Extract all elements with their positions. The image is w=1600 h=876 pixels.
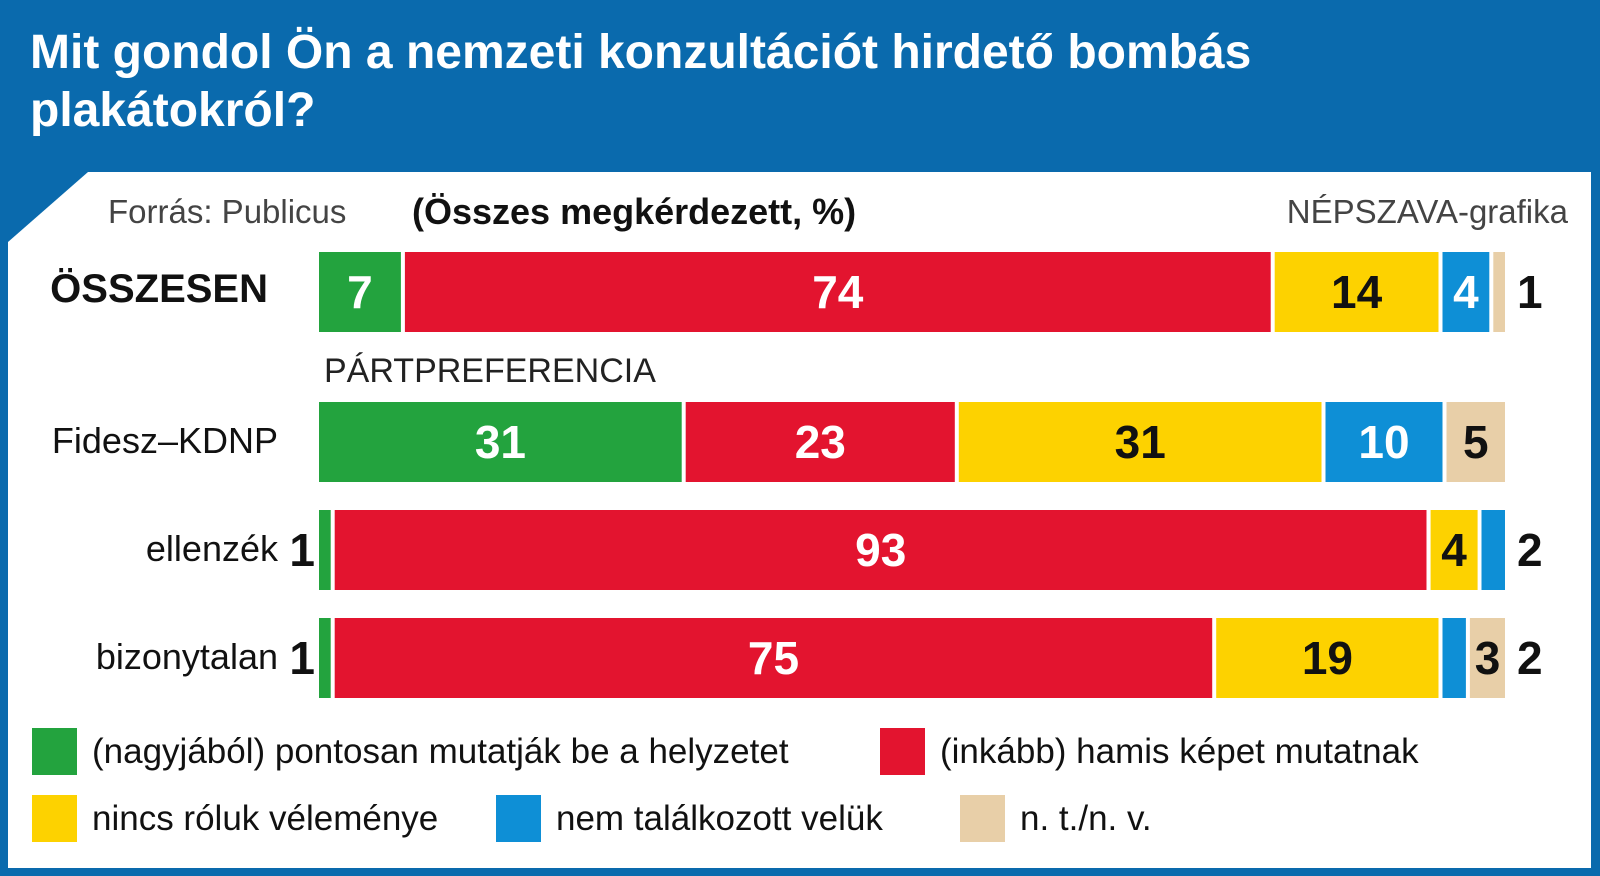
legend-swatch [32, 795, 77, 842]
bar-segment [1442, 252, 1490, 332]
source-note: Forrás: Publicus [108, 193, 347, 230]
bar-value-label: 1 [1517, 266, 1543, 318]
header-notch [8, 172, 88, 242]
bar-segment [958, 402, 1322, 482]
bar-value-label: 31 [1115, 416, 1166, 468]
chart-title: Mit gondol Ön a nemzeti konzultációt hir… [30, 26, 1252, 137]
unit-note: (Összes megkérdezett, %) [412, 191, 857, 232]
bar-segment [334, 618, 1213, 698]
row-label: Fidesz–KDNP [51, 419, 278, 461]
row-label: bizonytalan [95, 635, 278, 677]
legend-swatch [960, 795, 1005, 842]
bar-value-label: 93 [855, 524, 906, 576]
bar-segment [404, 252, 1271, 332]
bar-segment [1469, 618, 1505, 698]
legend-label: nincs róluk véleménye [92, 799, 439, 838]
bar-value-label: 3 [1475, 632, 1501, 684]
row-label: ÖSSZESEN [50, 267, 268, 312]
bar-segment [1481, 510, 1505, 590]
bar-value-label: 5 [1463, 416, 1489, 468]
bar-segment [319, 618, 331, 698]
bar-value-label: 23 [795, 416, 846, 468]
bar-value-label: 1 [289, 632, 315, 684]
bar-value-label: 74 [812, 266, 864, 318]
legend-label: (nagyjából) pontosan mutatják be a helyz… [92, 732, 789, 771]
bar-segment [1493, 252, 1505, 332]
bar-segment [1430, 510, 1478, 590]
bar-segment [1442, 618, 1466, 698]
bar-value-label: 14 [1331, 266, 1383, 318]
bar-segment [1216, 618, 1439, 698]
legend-label: n. t./n. v. [1020, 799, 1152, 838]
bar-segment [319, 402, 682, 482]
bar-value-label: 31 [475, 416, 526, 468]
bar-value-label: 75 [748, 632, 799, 684]
bar-segment [319, 510, 331, 590]
bar-value-label: 7 [347, 266, 373, 318]
bar-value-label: 1 [289, 524, 315, 576]
legend-swatch [32, 728, 77, 775]
bar-value-label: 19 [1302, 632, 1353, 684]
bar-segment [1446, 402, 1505, 482]
bar-value-label: 2 [1517, 632, 1543, 684]
bar-segment [1274, 252, 1439, 332]
row-label: ellenzék [145, 527, 278, 569]
bar-segment [1325, 402, 1443, 482]
legend-swatch [880, 728, 925, 775]
bar-segment [319, 252, 401, 332]
bar-segment [685, 402, 955, 482]
legend-label: nem találkozott velük [556, 799, 883, 838]
header-band: Mit gondol Ön a nemzeti konzultációt hir… [0, 0, 1600, 172]
group-label: PÁRTPREFERENCIA [324, 352, 656, 390]
bar-value-label: 4 [1453, 266, 1479, 318]
legend-label: (inkább) hamis képet mutatnak [940, 732, 1419, 771]
bar-value-label: 4 [1441, 524, 1467, 576]
credit-note: NÉPSZAVA-grafika [1286, 193, 1568, 230]
bar-value-label: 2 [1517, 524, 1543, 576]
bar-segment [334, 510, 1427, 590]
legend-swatch [496, 795, 541, 842]
bar-value-label: 10 [1358, 416, 1409, 468]
